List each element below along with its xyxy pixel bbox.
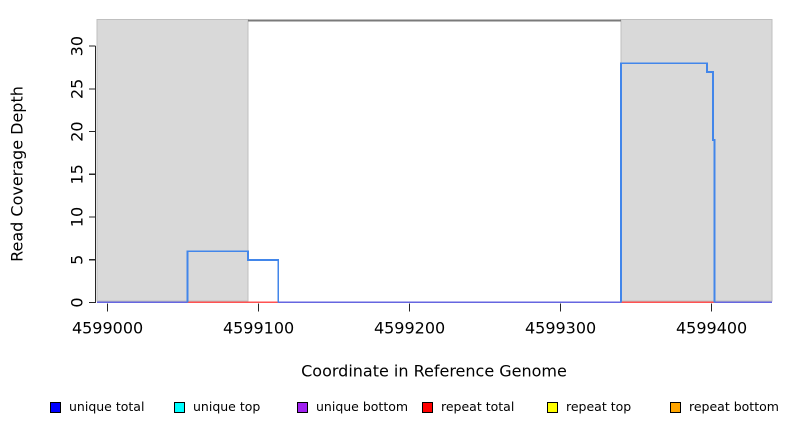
repeat-total-swatch-icon: [422, 401, 433, 413]
unique-total-line: [620, 62, 716, 303]
y-tick-label: 10: [68, 207, 87, 227]
y-tick-label: 25: [68, 79, 87, 99]
x-axis-title: Coordinate in Reference Genome: [301, 361, 567, 381]
unique-bottom-swatch-icon: [297, 401, 308, 413]
legend-label: unique total: [69, 399, 145, 414]
legend-label: unique bottom: [316, 399, 409, 414]
legend-label: unique top: [193, 399, 261, 414]
unique-total-line: [186, 250, 280, 303]
legend-item-repeat-top: repeat top: [547, 398, 631, 416]
x-tick-label: 4599100: [223, 319, 294, 338]
legend-label: repeat bottom: [689, 399, 779, 414]
unique-top-swatch-icon: [174, 401, 185, 413]
legend: unique total unique top unique bottom repea…: [0, 398, 792, 422]
x-tick-label: 4599400: [676, 319, 747, 338]
y-tick-label: 30: [68, 36, 87, 56]
y-tick-label: 20: [68, 121, 87, 141]
repeat-region-rect: [620, 19, 773, 302]
y-tick-label: 0: [68, 297, 87, 307]
unique-total-swatch-icon: [50, 401, 61, 413]
legend-item-unique-top: unique top: [174, 398, 260, 416]
legend-label: repeat total: [441, 399, 515, 414]
legend-item-unique-bottom: unique bottom: [297, 398, 408, 416]
repeat-bottom-swatch-icon: [670, 401, 681, 413]
y-tick-label: 15: [68, 164, 87, 184]
x-tick-label: 4599000: [72, 319, 143, 338]
legend-item-repeat-bottom: repeat bottom: [670, 398, 779, 416]
repeat-top-swatch-icon: [547, 401, 558, 413]
y-axis-title: Read Coverage Depth: [7, 86, 27, 262]
repeat-region-rect: [96, 19, 249, 302]
x-tick-label: 4599200: [374, 319, 445, 338]
y-tick-label: 5: [68, 255, 87, 265]
legend-item-unique-total: unique total: [50, 398, 144, 416]
legend-item-repeat-total: repeat total: [422, 398, 514, 416]
x-tick-label: 4599300: [525, 319, 596, 338]
legend-label: repeat top: [566, 399, 632, 414]
